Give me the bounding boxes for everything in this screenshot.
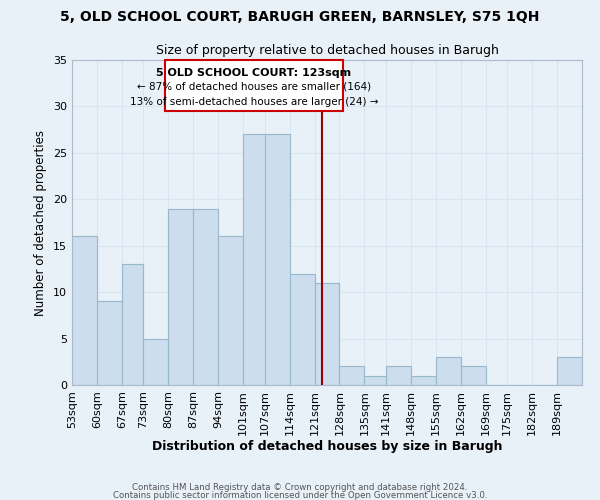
Bar [143, 338, 168, 385]
Bar [218, 236, 243, 385]
Bar [168, 208, 193, 385]
Text: 13% of semi-detached houses are larger (24) →: 13% of semi-detached houses are larger (… [130, 97, 378, 107]
Bar [122, 264, 143, 385]
Text: Contains public sector information licensed under the Open Government Licence v3: Contains public sector information licen… [113, 490, 487, 500]
Title: Size of property relative to detached houses in Barugh: Size of property relative to detached ho… [155, 44, 499, 58]
Bar [243, 134, 265, 385]
Bar [72, 236, 97, 385]
Bar [461, 366, 486, 385]
Text: ← 87% of detached houses are smaller (164): ← 87% of detached houses are smaller (16… [137, 82, 371, 92]
Bar [290, 274, 314, 385]
Bar [436, 357, 461, 385]
Y-axis label: Number of detached properties: Number of detached properties [34, 130, 47, 316]
Bar [386, 366, 411, 385]
Text: 5, OLD SCHOOL COURT, BARUGH GREEN, BARNSLEY, S75 1QH: 5, OLD SCHOOL COURT, BARUGH GREEN, BARNS… [61, 10, 539, 24]
Bar [193, 208, 218, 385]
X-axis label: Distribution of detached houses by size in Barugh: Distribution of detached houses by size … [152, 440, 502, 454]
Bar [314, 283, 340, 385]
Bar [557, 357, 582, 385]
Bar [97, 302, 122, 385]
Text: 5 OLD SCHOOL COURT: 123sqm: 5 OLD SCHOOL COURT: 123sqm [157, 68, 352, 78]
Bar [265, 134, 290, 385]
Bar [364, 376, 386, 385]
FancyBboxPatch shape [165, 60, 343, 111]
Bar [340, 366, 364, 385]
Text: Contains HM Land Registry data © Crown copyright and database right 2024.: Contains HM Land Registry data © Crown c… [132, 484, 468, 492]
Bar [411, 376, 436, 385]
